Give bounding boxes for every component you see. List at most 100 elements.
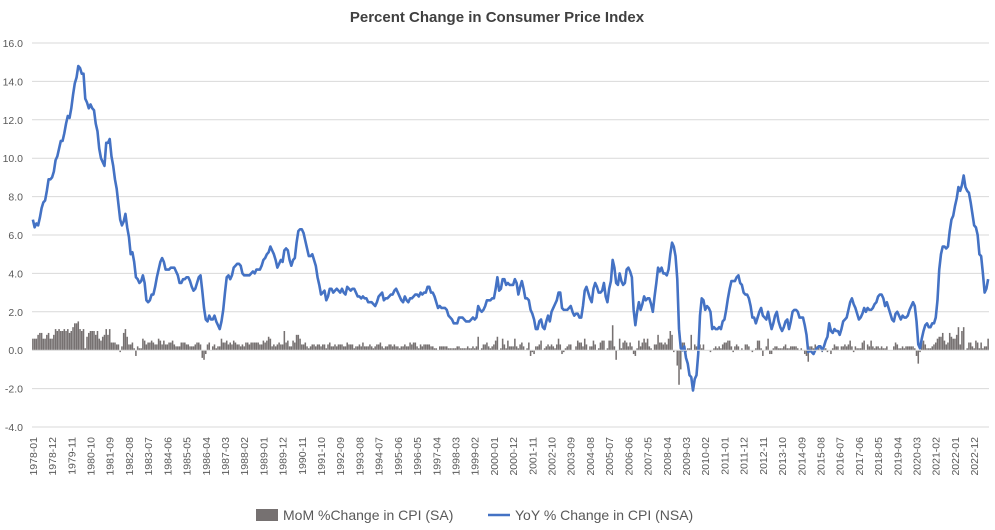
mom-bar	[886, 346, 888, 351]
mom-bar	[480, 348, 483, 351]
mom-bar	[348, 344, 350, 351]
mom-bar	[528, 342, 530, 351]
mom-bar	[96, 331, 99, 351]
mom-bar	[119, 350, 121, 353]
mom-bar	[943, 340, 946, 351]
mom-bar	[643, 338, 645, 351]
legend-label-yoy: YoY % Change in CPI (NSA)	[515, 507, 693, 523]
mom-bar	[432, 346, 434, 351]
mom-bar	[184, 342, 186, 351]
mom-bar	[557, 338, 560, 351]
mom-bar	[218, 346, 221, 351]
mom-bar	[370, 346, 373, 351]
mom-bar	[634, 350, 637, 356]
mom-bar	[929, 348, 932, 351]
mom-bar	[695, 346, 698, 351]
mom-bar	[273, 344, 275, 351]
mom-bar	[63, 329, 66, 351]
mom-bar	[575, 346, 577, 351]
mom-bar	[948, 332, 951, 351]
mom-bar	[924, 344, 927, 351]
x-tick-label: 2020-03	[912, 437, 924, 476]
mom-bar	[311, 344, 314, 351]
mom-bar	[700, 348, 703, 351]
mom-bar	[777, 348, 780, 351]
mom-bar	[147, 342, 149, 351]
x-tick-label: 1994-07	[374, 437, 386, 476]
mom-bar	[316, 344, 319, 351]
mom-bar	[362, 342, 364, 351]
mom-bar	[910, 346, 913, 351]
mom-bar	[667, 338, 670, 351]
mom-bar	[699, 344, 701, 351]
mom-bar	[852, 350, 855, 353]
mom-bar	[978, 348, 981, 351]
mom-bar	[414, 342, 417, 351]
mom-bar	[304, 342, 307, 351]
mom-bar	[648, 346, 651, 351]
x-tick-label: 1986-04	[201, 437, 213, 476]
mom-bar	[931, 346, 934, 351]
mom-bar	[568, 344, 570, 351]
x-tick-label: 1997-04	[431, 437, 443, 476]
mom-bar	[873, 348, 876, 351]
mom-bar	[220, 338, 223, 351]
mom-bar	[535, 346, 537, 351]
mom-bar	[957, 327, 960, 351]
x-tick-label: 1982-08	[124, 437, 136, 476]
mom-bar	[650, 348, 652, 351]
mom-bar	[793, 346, 796, 351]
mom-bar	[728, 340, 731, 351]
y-tick-label: 16.0	[3, 38, 24, 50]
mom-bar	[681, 342, 684, 351]
legend: MoM %Change in CPI (SA) YoY % Change in …	[256, 507, 693, 523]
mom-bar	[110, 342, 113, 351]
mom-bar	[898, 348, 900, 351]
x-tick-label: 1985-05	[182, 437, 194, 476]
mom-bar	[234, 342, 237, 351]
mom-bar	[397, 346, 399, 351]
mom-bar	[826, 350, 829, 353]
mom-bar	[262, 340, 265, 351]
mom-bar	[89, 331, 92, 351]
y-tick-label: 12.0	[3, 115, 24, 127]
mom-bar	[229, 342, 231, 351]
x-tick-label: 1996-05	[412, 437, 424, 476]
mom-bar	[280, 344, 282, 351]
mom-bar	[971, 346, 974, 351]
mom-bar	[603, 340, 605, 351]
mom-bar	[583, 338, 586, 351]
mom-bar	[868, 346, 871, 351]
mom-bar	[98, 338, 101, 351]
x-tick-label: 2003-09	[566, 437, 578, 476]
mom-bar	[372, 348, 375, 351]
mom-bar	[582, 346, 584, 351]
x-tick-label: 2005-07	[604, 437, 616, 476]
mom-bar	[653, 344, 656, 351]
mom-bar	[143, 340, 146, 351]
mom-bar	[313, 344, 315, 351]
mom-bar	[973, 348, 975, 351]
mom-bar	[276, 344, 279, 351]
mom-bar	[861, 342, 864, 351]
mom-bar	[903, 348, 906, 351]
mom-bar	[896, 344, 899, 351]
mom-bar	[189, 346, 191, 351]
mom-bar	[599, 342, 602, 351]
mom-bar	[163, 340, 165, 351]
mom-bar	[601, 340, 603, 351]
mom-bar	[367, 346, 369, 351]
mom-bar	[171, 340, 174, 351]
mom-bar	[893, 346, 895, 351]
mom-bar	[767, 338, 769, 351]
mom-bar	[356, 346, 359, 351]
mom-bar	[641, 342, 644, 351]
mom-bar	[854, 346, 857, 351]
mom-bar	[765, 346, 768, 351]
y-tick-label: -4.0	[5, 422, 23, 434]
mom-bar	[376, 344, 378, 351]
mom-bar	[355, 346, 357, 351]
mom-bar	[115, 344, 118, 351]
mom-bar	[934, 342, 937, 351]
mom-bar	[585, 344, 588, 351]
